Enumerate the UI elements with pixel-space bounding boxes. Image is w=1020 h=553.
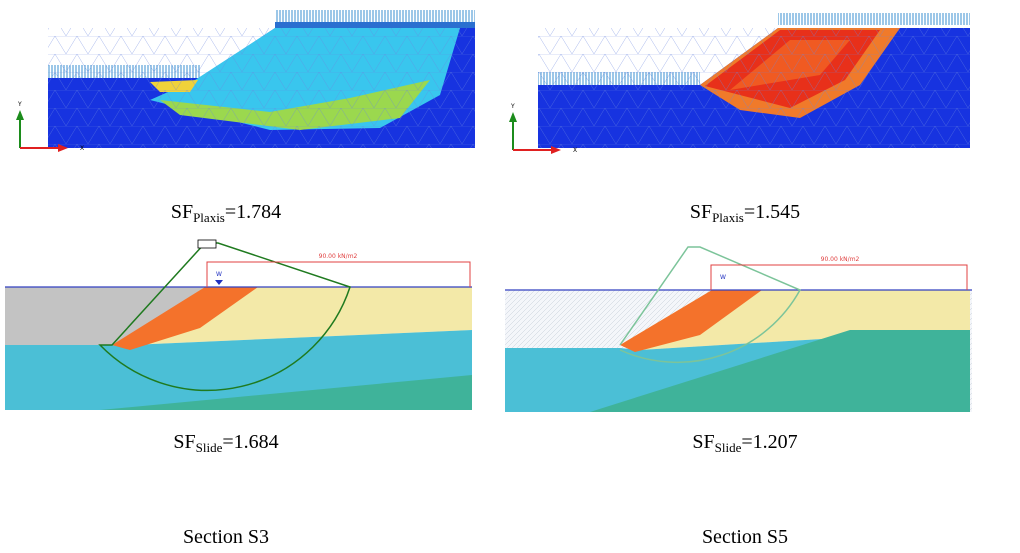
water-label: W (720, 274, 726, 281)
caption-subscript: Slide (196, 440, 223, 455)
caption-label: SF (690, 201, 712, 223)
water-label: W (216, 271, 222, 278)
slide-s5: 90.00 kN/m2 W (505, 247, 972, 412)
load-label: 90.00 kN/m2 (319, 253, 358, 260)
axis-label: X (573, 147, 577, 154)
caption-subscript: Slide (715, 440, 742, 455)
figure: Y X Y X 90.00 kN/m2 W (0, 0, 1020, 553)
section-title: Section S3 (183, 526, 269, 548)
plaxis-s5 (538, 13, 970, 148)
caption-label: SF (171, 201, 193, 223)
caption-subscript: Plaxis (712, 210, 744, 225)
axis-label: Y (510, 103, 515, 110)
axis-label: Y (17, 101, 22, 108)
caption-subscript: Plaxis (193, 210, 225, 225)
caption-value: =1.207 (741, 431, 797, 453)
caption-label: SF (173, 431, 195, 453)
caption-label: SF (692, 431, 714, 453)
caption-value: =1.545 (744, 201, 800, 223)
sf-caption: SFPlaxis=1.784 (171, 201, 281, 225)
sf-caption: SFSlide=1.207 (692, 431, 797, 455)
axis-label: X (80, 145, 84, 152)
sf-caption: SFSlide=1.684 (173, 431, 278, 455)
slide-s3: 90.00 kN/m2 W (5, 240, 472, 410)
sf-caption: SFPlaxis=1.545 (690, 201, 800, 225)
caption-value: =1.684 (222, 431, 278, 453)
load-label: 90.00 kN/m2 (821, 256, 860, 263)
caption-value: =1.784 (225, 201, 281, 223)
section-title: Section S5 (702, 526, 788, 548)
plaxis-s3 (48, 10, 475, 148)
